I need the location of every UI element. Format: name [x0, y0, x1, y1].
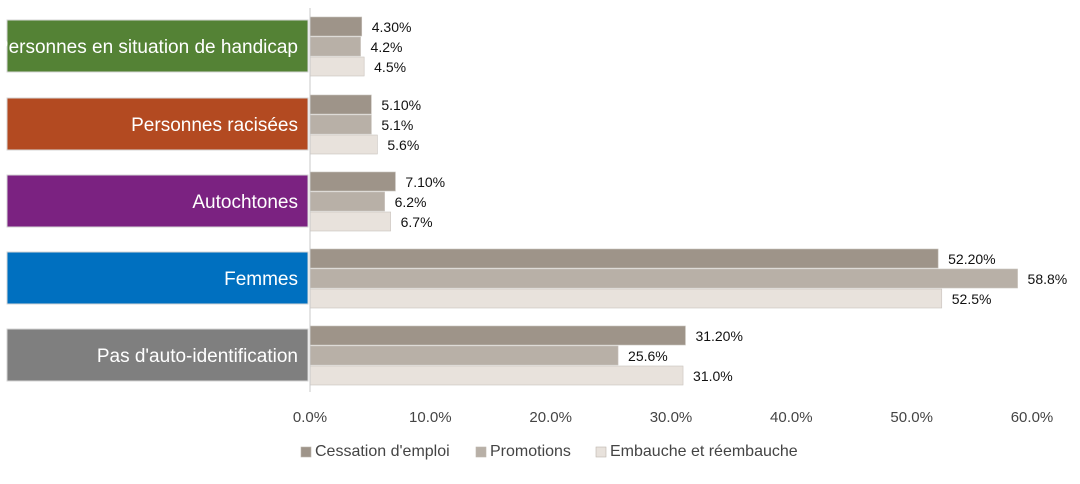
x-tick-label: 30.0% — [650, 409, 693, 426]
data-label: 52.5% — [952, 291, 992, 307]
bar — [309, 211, 391, 232]
legend-swatch — [475, 446, 487, 458]
data-label: 5.1% — [381, 117, 413, 133]
bar — [309, 191, 385, 212]
bar — [309, 288, 943, 309]
data-label: 58.8% — [1028, 271, 1068, 287]
legend-swatch — [595, 446, 607, 458]
data-label: 4.30% — [372, 19, 412, 35]
category-label-box — [6, 19, 309, 73]
data-label: 6.7% — [401, 214, 433, 230]
bar — [309, 345, 619, 366]
category-label: Pas d'auto-identification — [97, 346, 298, 367]
bar — [309, 171, 396, 192]
category-label: Autochtones — [192, 192, 298, 213]
data-label: 25.6% — [628, 348, 668, 364]
category-label-box — [6, 97, 309, 151]
category-label: Personnes racisées — [131, 115, 298, 136]
x-tick-label: 50.0% — [890, 409, 933, 426]
x-tick-label: 20.0% — [529, 409, 572, 426]
data-label: 4.5% — [374, 59, 406, 75]
bar — [309, 134, 378, 155]
bar — [309, 268, 1018, 289]
category-label-box — [6, 174, 309, 228]
x-tick-label: 40.0% — [770, 409, 813, 426]
x-tick-label: 10.0% — [409, 409, 452, 426]
category-label: Personnes en situation de handicap — [0, 37, 298, 58]
legend-swatch — [300, 446, 312, 458]
data-label: 52.20% — [948, 251, 995, 267]
category-label: Femmes — [224, 269, 298, 290]
legend-label: Cessation d'emploi — [315, 443, 450, 460]
bar — [309, 365, 684, 386]
bar — [309, 94, 372, 115]
bar — [309, 248, 939, 269]
legend-label: Promotions — [490, 443, 571, 460]
data-label: 6.2% — [395, 194, 427, 210]
bar — [309, 325, 686, 346]
bar — [309, 114, 372, 135]
data-label: 5.10% — [381, 97, 421, 113]
category-label-box — [6, 251, 309, 305]
category-label-box — [6, 328, 309, 382]
x-tick-label: 0.0% — [293, 409, 327, 426]
bar — [309, 56, 365, 77]
data-label: 31.0% — [693, 368, 733, 384]
data-label: 7.10% — [405, 174, 445, 190]
bar — [309, 16, 363, 37]
legend-label: Embauche et réembauche — [610, 443, 798, 460]
data-label: 5.6% — [387, 137, 419, 153]
data-label: 31.20% — [695, 328, 742, 344]
x-tick-label: 60.0% — [1011, 409, 1054, 426]
data-label: 4.2% — [371, 39, 403, 55]
bar — [309, 36, 361, 57]
